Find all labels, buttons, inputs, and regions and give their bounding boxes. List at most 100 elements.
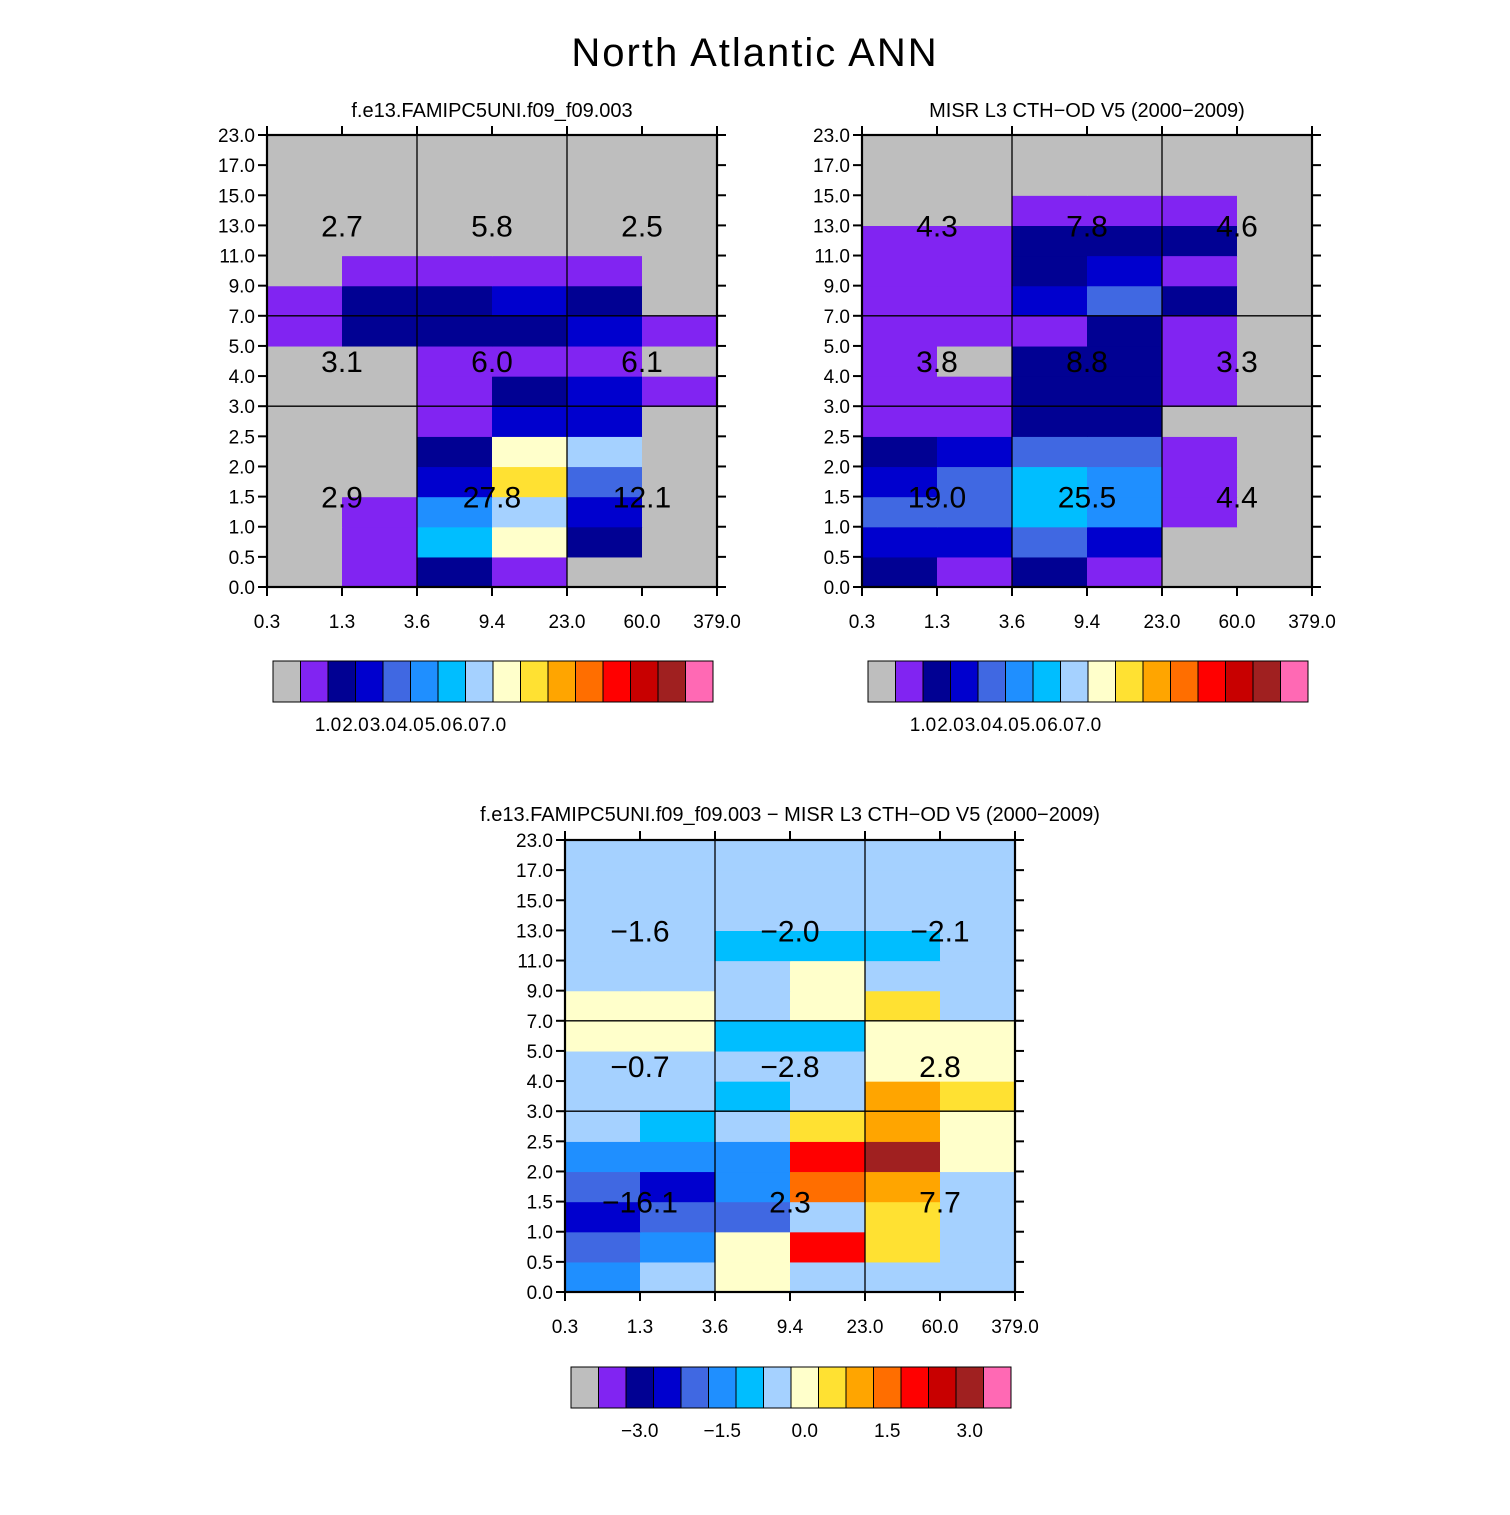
histogram-cell <box>492 496 568 528</box>
legend-label: −3.0 <box>621 1421 659 1442</box>
histogram-cell <box>865 1231 941 1263</box>
histogram-cell <box>492 165 568 196</box>
histogram-cell <box>1237 255 1313 287</box>
y-tick-label: 0.5 <box>229 548 255 569</box>
y-tick-label: 13.0 <box>813 216 850 237</box>
legend-swatch <box>575 660 604 703</box>
histogram-cell <box>567 436 643 468</box>
box-value: 8.8 <box>1066 346 1108 379</box>
box-value: 2.8 <box>919 1051 961 1084</box>
histogram-cell <box>567 135 643 166</box>
histogram-cell <box>565 930 641 962</box>
histogram-cell <box>790 1141 866 1173</box>
x-tick-label: 23.0 <box>549 612 586 633</box>
histogram-cell <box>417 526 493 558</box>
histogram-cell <box>940 900 1016 931</box>
chart-panel-3: −16.1 2.3 7.7 −0.7 −2.8 2.8 −1.6 −2.0 −2.1 0.0 0.5… <box>480 804 1100 1442</box>
legend-swatch <box>602 660 631 703</box>
legend-swatch <box>653 1366 682 1409</box>
y-tick-label: 2.5 <box>527 1132 553 1153</box>
histogram-cell <box>640 1171 716 1203</box>
histogram-cell <box>640 1111 716 1142</box>
legend-swatch <box>625 1366 654 1409</box>
box-value: 5.8 <box>471 210 513 243</box>
legend-label: 5.0 <box>1020 715 1046 736</box>
histogram-cell <box>1012 285 1088 317</box>
histogram-cell <box>267 376 343 407</box>
legend-swatch <box>1225 660 1254 703</box>
x-tick-label: 60.0 <box>922 1317 959 1338</box>
y-tick-label: 9.0 <box>824 277 850 298</box>
histogram-cell <box>1162 225 1238 257</box>
histogram-cell <box>567 315 643 347</box>
legend-swatch <box>790 1366 819 1409</box>
box-value: −16.1 <box>602 1187 678 1220</box>
legend-label: 6.0 <box>452 715 478 736</box>
legend-label: 7.0 <box>480 715 506 736</box>
histogram-cell <box>1162 315 1238 347</box>
chart-panel-1: 2.9 27.8 12.1 3.1 6.0 6.1 2.7 5.8 2.5 0.0 0.5 1.0 1.… <box>218 100 741 736</box>
y-tick-label: 4.0 <box>229 367 255 388</box>
histogram-cell <box>1237 195 1313 226</box>
box-value: 19.0 <box>908 482 966 515</box>
legend-swatch <box>327 660 356 703</box>
y-tick-label: 5.0 <box>229 337 255 358</box>
histogram-cell <box>862 195 938 226</box>
histogram-cell <box>1237 436 1313 468</box>
panels: 2.9 27.8 12.1 3.1 6.0 6.1 2.7 5.8 2.5 0.0 0.5 1.0 1.… <box>218 100 1336 1442</box>
histogram-cell <box>862 315 938 347</box>
histogram-cell <box>1162 526 1238 558</box>
legend-swatch <box>1087 660 1116 703</box>
histogram-cell <box>492 135 568 166</box>
legend-swatch <box>410 660 439 703</box>
histogram-cell <box>567 526 643 558</box>
histogram-cell <box>567 496 643 528</box>
x-tick-label: 3.6 <box>404 612 430 633</box>
legend-swatch <box>1197 660 1226 703</box>
histogram-cell <box>642 466 718 498</box>
box-value: −2.0 <box>760 915 819 948</box>
histogram-cell <box>715 960 791 992</box>
histogram-cell <box>1162 345 1238 377</box>
legend-label: 1.5 <box>874 1421 900 1442</box>
histogram-cell <box>1087 466 1163 498</box>
histogram-cell <box>865 930 941 962</box>
box-value: 2.5 <box>621 210 663 243</box>
histogram-cell <box>862 526 938 558</box>
legend-label: 1.0 <box>910 715 936 736</box>
histogram-cell <box>1237 496 1313 528</box>
y-tick-label: 0.5 <box>527 1253 553 1274</box>
histogram-cell <box>940 870 1016 901</box>
histogram-cell <box>940 1081 1016 1112</box>
x-tick-label: 3.6 <box>702 1317 728 1338</box>
histogram-cell <box>715 840 791 871</box>
legend-swatch <box>437 660 466 703</box>
legend-swatch <box>845 1366 874 1409</box>
y-tick-label: 0.5 <box>824 548 850 569</box>
legend-swatch <box>300 660 329 703</box>
legend-label: 3.0 <box>370 715 396 736</box>
y-tick-label: 3.0 <box>527 1102 553 1123</box>
histogram-cell <box>567 376 643 407</box>
histogram-cell <box>1012 556 1088 588</box>
y-tick-label: 7.0 <box>527 1012 553 1033</box>
legend-swatch <box>680 1366 709 1409</box>
histogram-cell <box>940 1111 1016 1142</box>
y-tick-label: 1.0 <box>824 518 850 539</box>
legend-swatch <box>547 660 576 703</box>
histogram-cell <box>267 466 343 498</box>
histogram-cell <box>267 135 343 166</box>
legend-label: 3.0 <box>965 715 991 736</box>
histogram-cell <box>1087 526 1163 558</box>
histogram-cell <box>492 376 568 407</box>
y-tick-label: 0.0 <box>824 578 850 599</box>
histogram-cell <box>790 1020 866 1052</box>
histogram-cell <box>640 900 716 931</box>
histogram-cell <box>1087 165 1163 196</box>
histogram-cell <box>1012 195 1088 226</box>
histogram-cell <box>492 526 568 558</box>
histogram-cell <box>790 1081 866 1112</box>
histogram-cell <box>565 1111 641 1142</box>
histogram-cell <box>492 225 568 257</box>
